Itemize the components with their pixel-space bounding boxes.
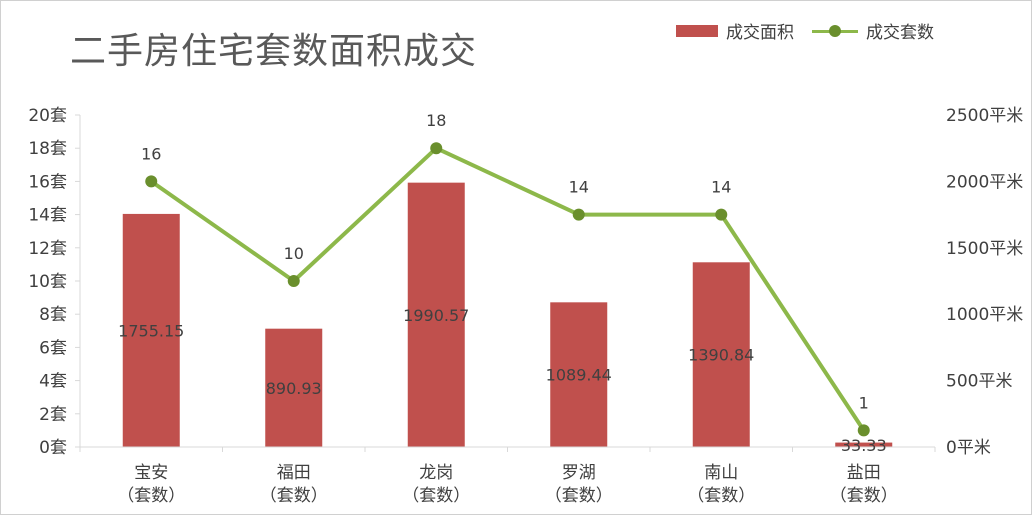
legend-bar-swatch: [676, 24, 718, 37]
bar-value-label: 33.33: [841, 436, 887, 455]
bar-value-label: 1089.44: [546, 366, 612, 385]
left-axis-tick-label: 12套: [28, 239, 67, 259]
line-marker: [857, 424, 870, 437]
bar: [407, 182, 465, 448]
line-value-label: 10: [284, 244, 304, 263]
bar-value-label: 1390.84: [688, 346, 754, 365]
left-axis-tick-label: 16套: [28, 172, 67, 192]
bar-value-label: 1755.15: [118, 321, 184, 340]
category-label: 龙岗: [419, 463, 453, 483]
line-marker: [145, 175, 158, 188]
category-sublabel: （套数）: [117, 486, 185, 506]
category-sublabel: （套数）: [260, 486, 328, 506]
bar: [265, 328, 323, 447]
legend-line-swatch: [812, 24, 858, 38]
legend: 成交面积 成交套数: [676, 18, 934, 43]
left-axis-tick-label: 6套: [39, 338, 67, 358]
category-sublabel: （套数）: [830, 486, 898, 506]
bar: [550, 302, 608, 447]
chart-title: 二手房住宅套数面积成交: [70, 31, 478, 72]
category-label: 福田: [277, 463, 311, 483]
line-value-label: 1: [859, 393, 869, 412]
line-value-label: 14: [711, 178, 731, 197]
right-axis-tick-label: 1500平米: [946, 239, 1023, 259]
left-axis-tick-label: 14套: [28, 206, 67, 226]
category-label: 南山: [704, 463, 738, 483]
left-axis-tick-label: 20套: [28, 106, 67, 126]
line-value-label: 14: [569, 178, 589, 197]
line-marker: [572, 208, 585, 221]
bar-value-label: 1990.57: [403, 306, 469, 325]
bar-value-label: 890.93: [266, 379, 322, 398]
category-label: 盐田: [847, 463, 881, 483]
legend-line-label: 成交套数: [866, 23, 934, 43]
left-axis-tick-label: 10套: [28, 272, 67, 292]
left-axis-tick-label: 18套: [28, 139, 67, 159]
line-marker: [287, 275, 300, 287]
left-axis-tick-label: 8套: [39, 305, 67, 325]
left-axis-tick-label: 0套: [39, 438, 67, 458]
right-axis-tick-label: 2000平米: [946, 172, 1023, 192]
category-sublabel: （套数）: [687, 486, 755, 506]
category-label: 罗湖: [562, 463, 596, 483]
right-axis-tick-label: 1000平米: [946, 305, 1023, 325]
line-marker: [715, 208, 728, 221]
category-sublabel: （套数）: [545, 486, 613, 506]
right-axis-tick-label: 500平米: [946, 372, 1012, 392]
line-value-label: 16: [141, 144, 161, 163]
category-label: 宝安: [134, 463, 168, 483]
bar: [835, 442, 893, 447]
line-marker: [430, 142, 443, 155]
bar: [692, 262, 750, 447]
category-sublabel: （套数）: [402, 486, 470, 506]
line-series: [150, 146, 866, 432]
right-axis-tick-label: 2500平米: [946, 106, 1023, 126]
left-axis-tick-label: 4套: [39, 372, 67, 392]
bar: [122, 213, 180, 447]
right-axis-tick-label: 0平米: [946, 438, 991, 458]
line-value-label: 18: [426, 111, 446, 130]
legend-bar-label: 成交面积: [726, 23, 794, 43]
left-axis-tick-label: 2套: [39, 405, 67, 425]
